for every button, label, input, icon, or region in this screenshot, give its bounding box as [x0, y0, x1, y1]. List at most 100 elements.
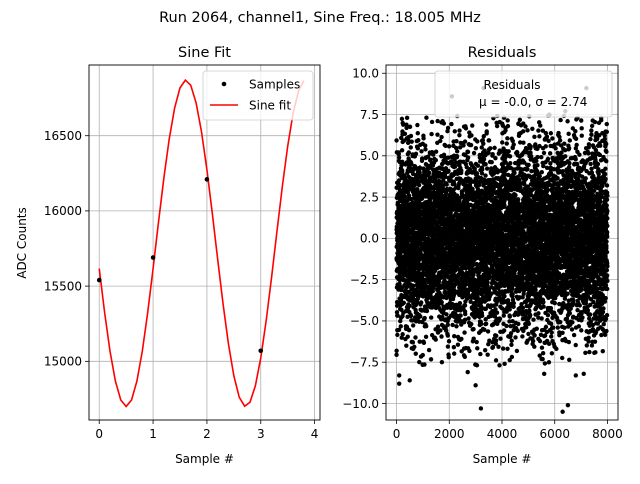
residual-point	[400, 117, 404, 121]
sine-fit-xtick-label: 3	[257, 427, 265, 441]
residual-point	[446, 169, 450, 173]
legend-sine-fit-label: Sine fit	[249, 99, 291, 113]
residual-point	[447, 355, 451, 359]
residual-point	[430, 120, 434, 124]
residual-point	[466, 316, 470, 320]
residual-point	[395, 333, 399, 337]
residual-point	[523, 124, 527, 128]
residual-point	[483, 162, 487, 166]
residual-point	[424, 116, 428, 120]
residual-point	[496, 345, 500, 349]
residual-point	[419, 300, 423, 304]
residual-point	[510, 339, 514, 343]
residual-point	[446, 344, 450, 348]
residuals-xtick-label: 6000	[539, 427, 570, 441]
residual-point	[427, 348, 431, 352]
residual-point	[422, 341, 426, 345]
sine-fit-title: Sine Fit	[178, 45, 231, 61]
residual-point	[424, 324, 428, 328]
residual-point	[521, 306, 525, 310]
residual-point	[486, 329, 490, 333]
residual-point	[459, 337, 463, 341]
residual-point	[409, 314, 413, 318]
residual-point	[449, 122, 453, 126]
residual-point	[452, 334, 456, 338]
residual-point	[495, 124, 499, 128]
residual-point	[510, 355, 514, 359]
residual-point	[470, 123, 474, 127]
residual-point	[518, 118, 522, 122]
residual-point	[516, 329, 520, 333]
residual-point	[477, 183, 481, 187]
residual-point	[411, 323, 415, 327]
residual-point	[457, 128, 461, 132]
residual-point	[520, 334, 524, 338]
residual-point	[456, 343, 460, 347]
residual-point	[422, 316, 426, 320]
residuals-xtick-label: 8000	[592, 427, 623, 441]
residuals-ytick-label: −10.0	[342, 397, 379, 411]
residual-point	[470, 187, 474, 191]
residual-point	[505, 136, 509, 140]
residual-point	[515, 349, 519, 353]
residual-point	[394, 353, 398, 357]
residual-point	[394, 138, 398, 142]
residual-point	[412, 345, 416, 349]
residual-point	[481, 141, 485, 145]
residual-point	[472, 336, 476, 340]
residual-point	[427, 171, 431, 175]
residual-point	[446, 323, 450, 327]
residual-point	[421, 353, 425, 357]
residual-point	[404, 343, 408, 347]
residual-point	[471, 273, 475, 277]
sine-fit-xtick-label: 4	[311, 427, 319, 441]
sample-point	[151, 255, 156, 260]
residual-point	[485, 352, 489, 356]
residual-point	[440, 300, 444, 304]
residual-point	[509, 343, 513, 347]
residual-point	[440, 360, 444, 364]
residual-point	[498, 337, 502, 341]
residual-point	[504, 324, 508, 328]
residual-point	[512, 142, 516, 146]
sine-fit-xtick-label: 0	[95, 427, 103, 441]
residual-point	[521, 140, 525, 144]
residual-point	[453, 164, 457, 168]
residual-point	[482, 157, 486, 161]
residual-point	[469, 322, 473, 326]
residual-point	[444, 182, 448, 186]
residual-point	[485, 280, 489, 284]
residual-point	[464, 126, 468, 130]
residual-point	[488, 146, 492, 150]
residual-point	[408, 125, 412, 129]
residual-point	[407, 150, 411, 154]
residual-point	[476, 163, 480, 167]
residual-point	[463, 139, 467, 143]
sine-fit-curve	[99, 80, 304, 406]
residual-point	[394, 349, 398, 353]
residual-point	[513, 193, 517, 197]
sample-point	[97, 278, 102, 283]
residual-point	[418, 165, 422, 169]
sine-fit-xtick-label: 1	[149, 427, 157, 441]
residual-point	[494, 358, 498, 362]
residual-point	[493, 156, 497, 160]
residual-point	[474, 340, 478, 344]
residual-point	[436, 324, 440, 328]
residual-point	[471, 327, 475, 331]
residual-point	[487, 138, 491, 142]
residual-point	[463, 303, 467, 307]
sine-fit-xlabel: Sample #	[175, 452, 234, 466]
residual-point	[502, 313, 506, 317]
residual-point	[502, 328, 506, 332]
residual-point	[491, 345, 495, 349]
residuals-ytick-label: 0.0	[360, 232, 379, 246]
residual-point	[508, 314, 512, 318]
residual-point	[450, 323, 454, 327]
residual-point	[484, 122, 488, 126]
residuals-xtick-label: 0	[393, 427, 401, 441]
residual-point	[479, 322, 483, 326]
